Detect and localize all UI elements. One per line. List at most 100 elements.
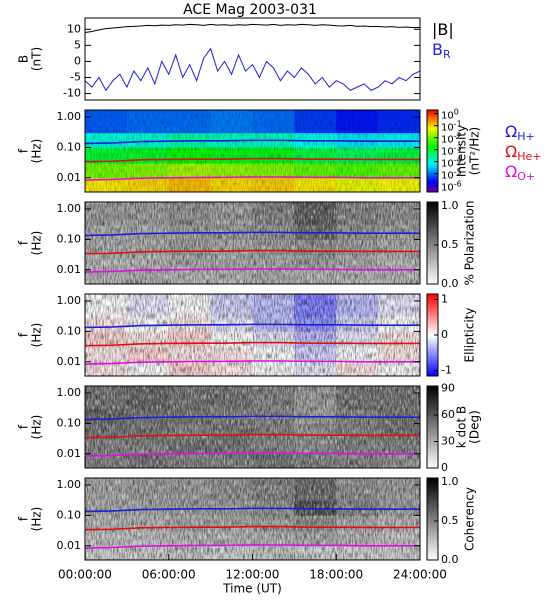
colorbar-swatch <box>427 163 438 166</box>
colorbar-swatch <box>427 390 438 392</box>
colorbar-swatch <box>427 403 438 406</box>
colorbar-swatch <box>427 498 438 501</box>
colorbar-swatch <box>427 255 438 258</box>
colorbar-swatch <box>427 516 438 519</box>
colorbar-swatch <box>427 212 438 215</box>
colorbar-swatch <box>427 444 438 447</box>
colorbar-tick-label: 10-4 <box>441 155 462 170</box>
colorbar-swatch <box>427 543 438 546</box>
colorbar-swatch <box>427 344 438 347</box>
series-line <box>84 341 420 347</box>
colorbar-swatch <box>427 387 438 390</box>
colorbar-swatch <box>427 418 438 421</box>
colorbar-swatch <box>427 252 438 255</box>
colorbar-swatch <box>427 463 438 466</box>
colorbar-swatch <box>427 512 438 514</box>
colorbar-tick-label: 0.5 <box>441 238 459 251</box>
colorbar-swatch <box>427 335 438 337</box>
texture <box>85 202 420 284</box>
colorbar-swatch <box>427 422 438 425</box>
colorbar-swatch <box>427 455 438 458</box>
colorbar-swatch <box>427 332 438 335</box>
colorbar-swatch <box>427 300 438 303</box>
colorbar-swatch <box>427 318 438 321</box>
y-axis-label: (Hz) <box>30 507 44 532</box>
colorbar-swatch <box>427 208 438 211</box>
colorbar-swatch <box>427 416 438 418</box>
colorbar-swatch <box>427 263 438 266</box>
colorbar-swatch <box>427 480 438 483</box>
colorbar-swatch <box>427 501 438 503</box>
series-line <box>84 23 421 33</box>
colorbar-swatch <box>427 427 438 429</box>
colorbar-swatch <box>427 407 438 410</box>
y-tick-label: 0.10 <box>57 140 82 153</box>
x-axis-label: Time (UT) <box>222 582 282 596</box>
colorbar-swatch <box>427 505 438 508</box>
colorbar-swatch <box>427 126 438 129</box>
colorbar-swatch <box>427 371 438 374</box>
colorbar-swatch <box>427 296 438 299</box>
colorbar-swatch <box>427 410 438 413</box>
colorbar-swatch <box>427 386 438 388</box>
y-axis-label: (Hz) <box>30 415 44 440</box>
colorbar-swatch <box>427 452 438 455</box>
colorbar-swatch <box>427 281 438 284</box>
colorbar-swatch <box>427 259 438 262</box>
colorbar-swatch <box>427 181 438 183</box>
x-tick-label: 24:00:00 <box>393 568 447 582</box>
colorbar-swatch <box>427 421 438 424</box>
colorbar-swatch <box>427 324 438 326</box>
colorbar-swatch <box>427 529 438 532</box>
colorbar-tick-label: 0.0 <box>441 277 459 290</box>
colorbar-swatch <box>427 245 438 248</box>
legend-entry: ΩO+ <box>505 162 535 184</box>
colorbar-swatch <box>427 302 438 304</box>
colorbar-swatch <box>427 310 438 313</box>
colorbar-swatch <box>427 215 438 218</box>
colorbar-swatch <box>427 314 438 317</box>
y-axis-label: f <box>17 148 31 153</box>
legend-subscript: H+ <box>517 130 535 143</box>
colorbar-swatch <box>427 168 438 171</box>
colorbar-swatch <box>427 166 438 168</box>
texture <box>85 478 420 560</box>
colorbar-swatch <box>427 437 438 440</box>
colorbar-swatch <box>427 138 438 141</box>
colorbar-swatch <box>427 151 438 153</box>
colorbar-swatch <box>427 189 438 192</box>
colorbar-swatch <box>427 156 438 159</box>
colorbar-swatch <box>427 355 438 358</box>
colorbar-swatch <box>427 542 438 544</box>
colorbar-swatch <box>427 366 438 369</box>
colorbar-swatch <box>427 329 438 332</box>
colorbar-swatch <box>427 298 438 300</box>
colorbar-swatch <box>427 230 438 233</box>
colorbar-swatch <box>427 362 438 365</box>
y-axis-label: f <box>17 240 31 245</box>
colorbar-label: k dot B <box>455 406 469 448</box>
plot-frame <box>84 17 421 101</box>
colorbar-swatch <box>427 347 438 350</box>
y-tick-label: 0.10 <box>57 232 82 245</box>
colorbar-swatch <box>427 277 438 279</box>
colorbar-swatch <box>427 442 438 444</box>
colorbar-swatch <box>427 391 438 394</box>
y-axis-label: f <box>17 516 31 521</box>
colorbar-swatch <box>427 264 438 267</box>
colorbar-tick-label: 1.0 <box>441 199 459 212</box>
colorbar-tick-base: 10 <box>441 111 454 122</box>
colorbar-swatch <box>427 478 438 480</box>
colorbar-swatch <box>427 482 438 484</box>
legend-entry: |B| <box>432 20 454 39</box>
colorbar-swatch <box>427 336 438 339</box>
colorbar-swatch <box>427 295 438 298</box>
colorbar-swatch <box>427 443 438 446</box>
colorbar-swatch <box>427 330 438 333</box>
y-tick-label: 0.10 <box>57 324 82 337</box>
colorbar-tick-label: 1 <box>441 292 448 305</box>
colorbar-swatch <box>427 299 438 302</box>
series-line <box>84 525 420 531</box>
chart-title: ACE Mag 2003-031 <box>183 2 317 18</box>
